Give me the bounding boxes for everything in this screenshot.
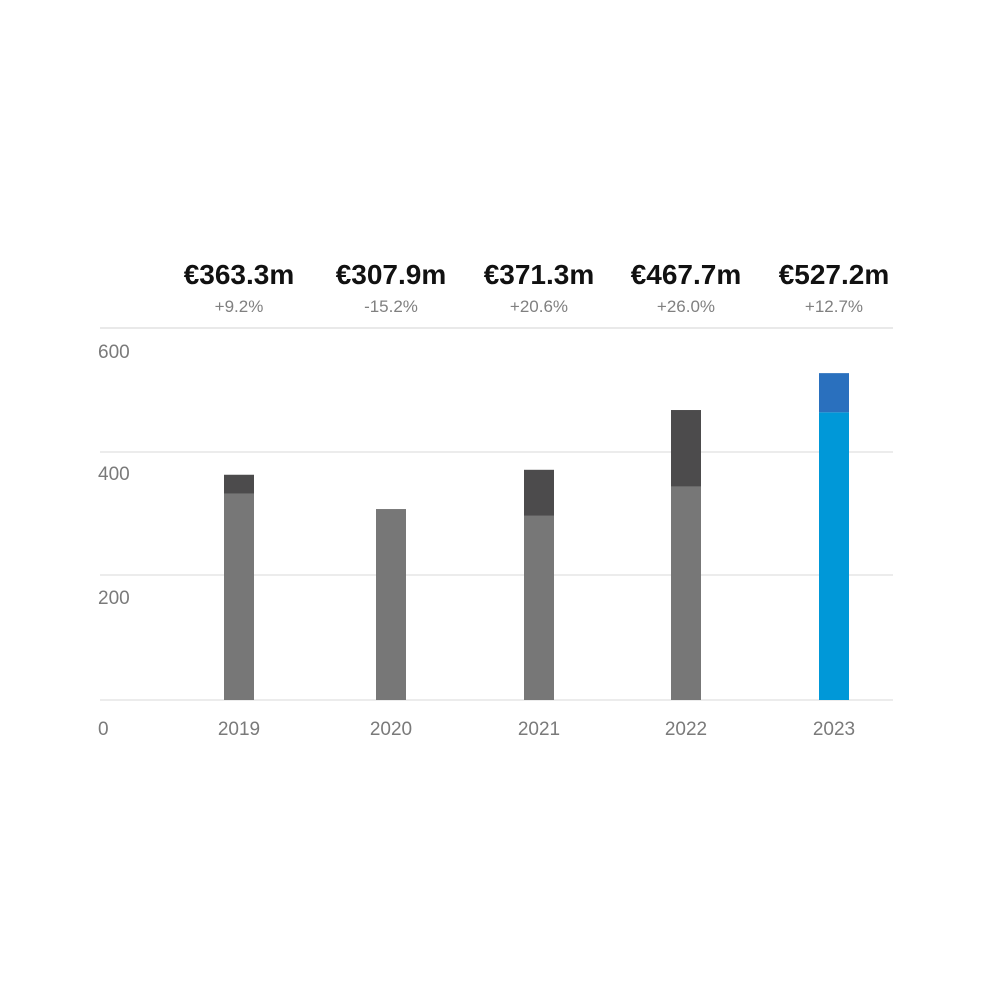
bars [224,373,849,700]
y-axis-ticks: 0 200 400 600 [98,342,130,740]
bar-2020-segment-1 [376,509,406,700]
bar-top-labels: €363.3m +9.2% €307.9m -15.2% €371.3m +20.6% €4… [184,259,890,316]
bar-2019-segment-1 [224,493,254,700]
change-label-2022: +26.0% [657,297,715,316]
change-label-2023: +12.7% [805,297,863,316]
gridlines [100,327,893,701]
total-label-2019: €363.3m [184,259,295,290]
change-label-2020: -15.2% [364,297,418,316]
bar-2022-segment-2 [671,410,701,487]
total-label-2020: €307.9m [336,259,447,290]
y-tick-label-400: 400 [98,464,130,485]
total-label-2022: €467.7m [631,259,742,290]
bar-2023-segment-2 [819,373,849,413]
change-label-2019: +9.2% [215,297,264,316]
y-tick-label-200: 200 [98,588,130,609]
bar-2021-segment-1 [524,515,554,700]
x-axis-ticks: 2019 2020 2021 2022 2023 [218,719,855,740]
total-label-2023: €527.2m [779,259,890,290]
bar-2021-segment-2 [524,469,554,516]
x-tick-label-2022: 2022 [665,719,707,740]
y-tick-label-600: 600 [98,342,130,363]
x-tick-label-2020: 2020 [370,719,412,740]
x-tick-label-2023: 2023 [813,719,855,740]
x-tick-label-2021: 2021 [518,719,560,740]
change-label-2021: +20.6% [510,297,568,316]
total-label-2021: €371.3m [484,259,595,290]
bar-2022-segment-1 [671,486,701,700]
y-tick-label-0: 0 [98,719,109,740]
bar-2023-segment-1 [819,412,849,700]
x-tick-label-2019: 2019 [218,719,260,740]
bar-2019-segment-2 [224,474,254,494]
